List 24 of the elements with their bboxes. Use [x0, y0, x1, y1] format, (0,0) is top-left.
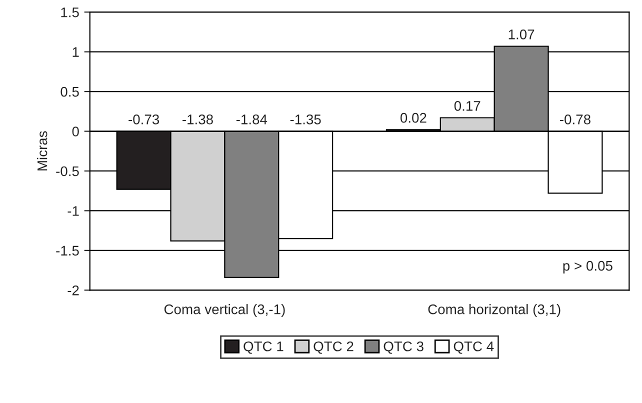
data-label: -0.73: [128, 114, 160, 124]
x-tick-label: Coma horizontal (3,1): [428, 304, 560, 317]
y-tick-label: 1: [72, 47, 79, 57]
y-tick-label: 0.5: [60, 86, 79, 97]
y-axis-title: Micras: [37, 131, 48, 170]
data-label: 0.17: [454, 101, 480, 111]
x-tick-label: Coma vertical (3,-1): [164, 304, 285, 317]
y-tick-label: -2: [68, 285, 79, 296]
legend-label: QTC 3: [384, 341, 424, 354]
annotation: p > 0.05: [563, 260, 612, 274]
legend-label: QTC 2: [314, 341, 354, 354]
y-tick-label: -1.5: [56, 246, 79, 256]
data-label: 1.07: [508, 30, 534, 40]
data-label: -1.84: [236, 114, 268, 124]
y-tick-label: 0: [72, 126, 79, 136]
data-label: -0.78: [560, 114, 590, 124]
legend-label: QTC 1: [244, 341, 284, 354]
y-tick-label: -0.5: [56, 166, 79, 176]
y-tick-label: 1.5: [61, 8, 79, 18]
y-tick-label: -1: [68, 206, 79, 216]
data-label: -1.38: [182, 114, 213, 124]
legend-label: QTC 4: [454, 341, 494, 354]
data-label: -1.35: [290, 114, 321, 124]
data-label: 0.02: [400, 112, 426, 123]
